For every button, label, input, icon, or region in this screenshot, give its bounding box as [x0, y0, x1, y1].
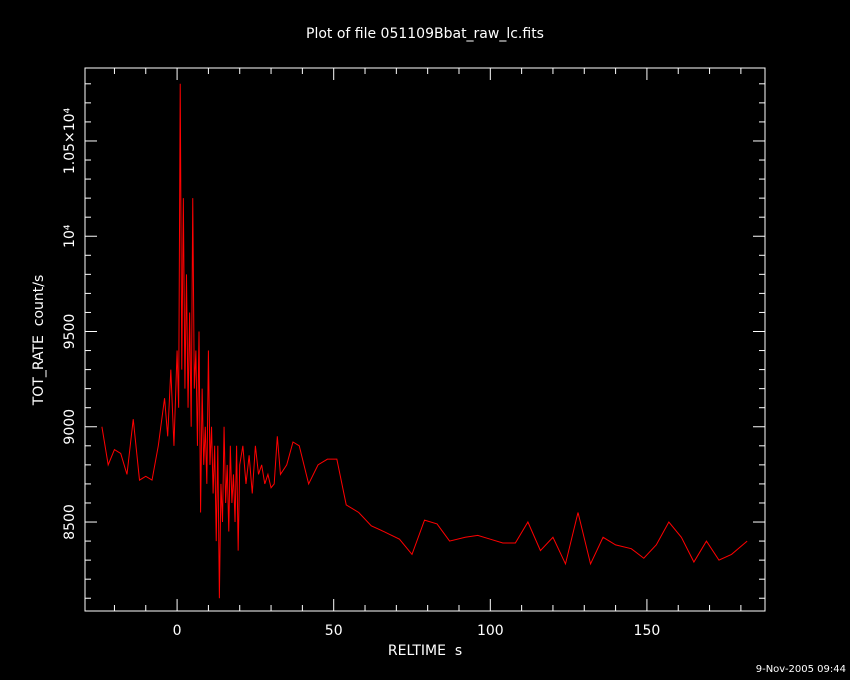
x-tick-label: 150	[634, 623, 661, 639]
x-axis-label: RELTIME s	[388, 643, 462, 659]
plot-frame	[84, 67, 766, 612]
footer-timestamp: 9-Nov-2005 09:44	[756, 664, 846, 675]
y-tick-label: 9000	[62, 409, 78, 445]
y-tick-label: 1.05×10⁴	[62, 107, 78, 174]
y-axis-label: TOT_RATE count/s	[31, 275, 47, 407]
light-curve	[101, 83, 748, 599]
x-tick-label: 100	[477, 623, 504, 639]
y-tick-label: 8500	[62, 504, 78, 540]
x-tick-label: 0	[173, 623, 182, 639]
chart-title: Plot of file 051109Bbat_raw_lc.fits	[306, 26, 544, 42]
x-tick-label: 50	[325, 623, 343, 639]
y-tick-label: 9500	[62, 314, 78, 350]
y-tick-label: 10⁴	[62, 224, 78, 248]
